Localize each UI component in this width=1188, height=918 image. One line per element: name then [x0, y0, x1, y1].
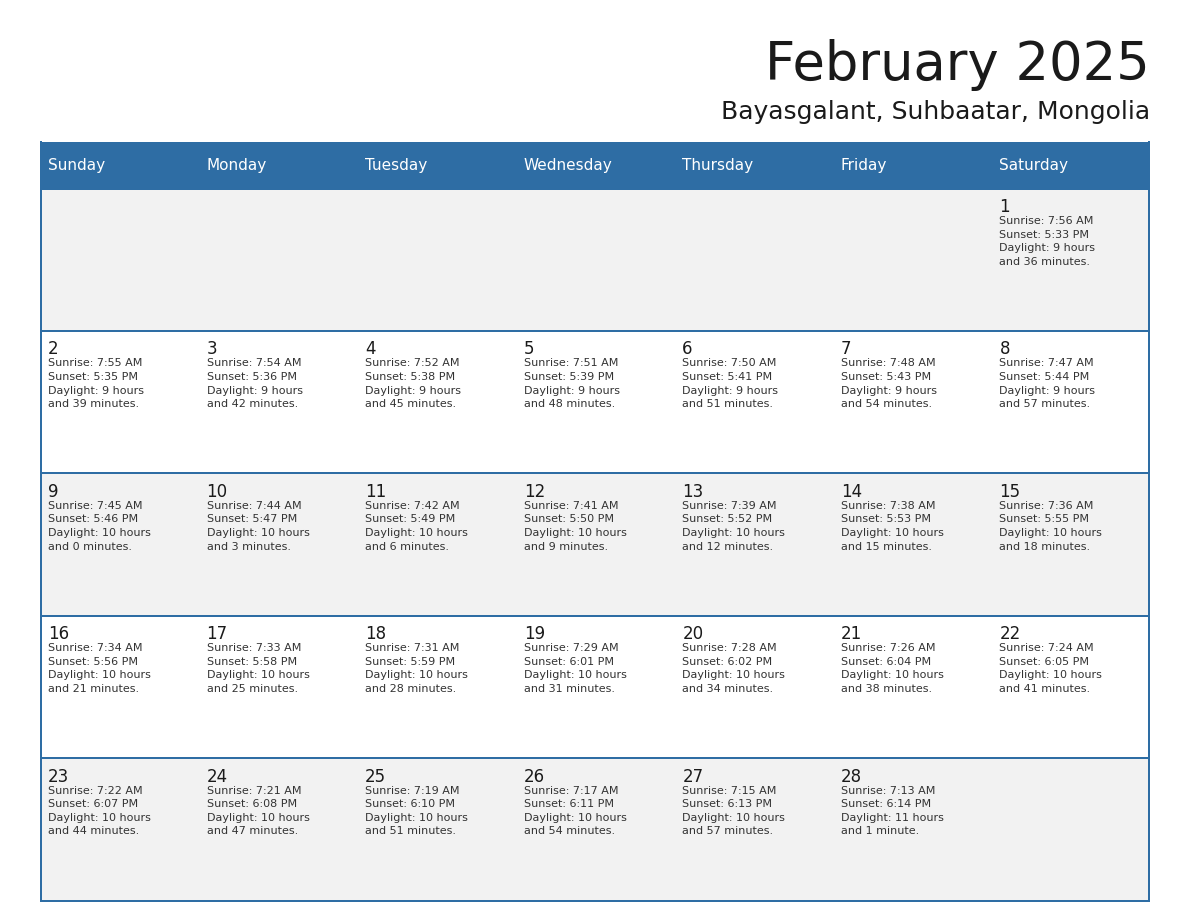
Text: Monday: Monday — [207, 158, 267, 173]
Text: 8: 8 — [999, 341, 1010, 358]
Text: 25: 25 — [365, 767, 386, 786]
Text: 17: 17 — [207, 625, 228, 644]
Text: 4: 4 — [365, 341, 375, 358]
Text: 3: 3 — [207, 341, 217, 358]
Text: 6: 6 — [682, 341, 693, 358]
Text: 16: 16 — [48, 625, 69, 644]
Bar — [40, 188, 1150, 330]
Text: 12: 12 — [524, 483, 545, 501]
Text: 7: 7 — [841, 341, 852, 358]
Text: 5: 5 — [524, 341, 535, 358]
Text: Sunrise: 7:19 AM
Sunset: 6:10 PM
Daylight: 10 hours
and 51 minutes.: Sunrise: 7:19 AM Sunset: 6:10 PM Dayligh… — [365, 786, 468, 836]
Text: Sunrise: 7:45 AM
Sunset: 5:46 PM
Daylight: 10 hours
and 0 minutes.: Sunrise: 7:45 AM Sunset: 5:46 PM Dayligh… — [48, 501, 151, 552]
Text: February 2025: February 2025 — [765, 39, 1150, 91]
Bar — [40, 330, 1150, 332]
Text: 14: 14 — [841, 483, 862, 501]
Text: Wednesday: Wednesday — [524, 158, 613, 173]
Bar — [40, 900, 1150, 901]
Bar — [40, 143, 1150, 188]
Polygon shape — [176, 803, 202, 831]
Text: 11: 11 — [365, 483, 386, 501]
Text: Sunrise: 7:34 AM
Sunset: 5:56 PM
Daylight: 10 hours
and 21 minutes.: Sunrise: 7:34 AM Sunset: 5:56 PM Dayligh… — [48, 644, 151, 694]
Text: Saturday: Saturday — [999, 158, 1068, 173]
Text: Tuesday: Tuesday — [365, 158, 428, 173]
Text: Sunrise: 7:41 AM
Sunset: 5:50 PM
Daylight: 10 hours
and 9 minutes.: Sunrise: 7:41 AM Sunset: 5:50 PM Dayligh… — [524, 501, 626, 552]
Text: Sunrise: 7:38 AM
Sunset: 5:53 PM
Daylight: 10 hours
and 15 minutes.: Sunrise: 7:38 AM Sunset: 5:53 PM Dayligh… — [841, 501, 943, 552]
Text: Sunrise: 7:54 AM
Sunset: 5:36 PM
Daylight: 9 hours
and 42 minutes.: Sunrise: 7:54 AM Sunset: 5:36 PM Dayligh… — [207, 358, 303, 409]
Text: Sunrise: 7:48 AM
Sunset: 5:43 PM
Daylight: 9 hours
and 54 minutes.: Sunrise: 7:48 AM Sunset: 5:43 PM Dayligh… — [841, 358, 937, 409]
Text: Bayasgalant, Suhbaatar, Mongolia: Bayasgalant, Suhbaatar, Mongolia — [721, 100, 1150, 124]
Bar — [1148, 140, 1150, 901]
Text: Sunrise: 7:51 AM
Sunset: 5:39 PM
Daylight: 9 hours
and 48 minutes.: Sunrise: 7:51 AM Sunset: 5:39 PM Dayligh… — [524, 358, 620, 409]
Text: 13: 13 — [682, 483, 703, 501]
Text: 20: 20 — [682, 625, 703, 644]
Text: 2: 2 — [48, 341, 58, 358]
Text: Sunrise: 7:50 AM
Sunset: 5:41 PM
Daylight: 9 hours
and 51 minutes.: Sunrise: 7:50 AM Sunset: 5:41 PM Dayligh… — [682, 358, 778, 409]
Text: Sunrise: 7:55 AM
Sunset: 5:35 PM
Daylight: 9 hours
and 39 minutes.: Sunrise: 7:55 AM Sunset: 5:35 PM Dayligh… — [48, 358, 144, 409]
Text: Sunrise: 7:31 AM
Sunset: 5:59 PM
Daylight: 10 hours
and 28 minutes.: Sunrise: 7:31 AM Sunset: 5:59 PM Dayligh… — [365, 644, 468, 694]
Text: Sunrise: 7:47 AM
Sunset: 5:44 PM
Daylight: 9 hours
and 57 minutes.: Sunrise: 7:47 AM Sunset: 5:44 PM Dayligh… — [999, 358, 1095, 409]
Text: Sunrise: 7:15 AM
Sunset: 6:13 PM
Daylight: 10 hours
and 57 minutes.: Sunrise: 7:15 AM Sunset: 6:13 PM Dayligh… — [682, 786, 785, 836]
Text: 26: 26 — [524, 767, 545, 786]
Text: 15: 15 — [999, 483, 1020, 501]
Bar — [40, 615, 1150, 757]
Text: Sunrise: 7:17 AM
Sunset: 6:11 PM
Daylight: 10 hours
and 54 minutes.: Sunrise: 7:17 AM Sunset: 6:11 PM Dayligh… — [524, 786, 626, 836]
Text: 18: 18 — [365, 625, 386, 644]
Text: Sunrise: 7:13 AM
Sunset: 6:14 PM
Daylight: 11 hours
and 1 minute.: Sunrise: 7:13 AM Sunset: 6:14 PM Dayligh… — [841, 786, 943, 836]
Text: 1: 1 — [999, 198, 1010, 216]
Bar — [40, 757, 1150, 900]
Text: Sunday: Sunday — [48, 158, 105, 173]
Bar — [40, 472, 1150, 475]
Text: Sunrise: 7:42 AM
Sunset: 5:49 PM
Daylight: 10 hours
and 6 minutes.: Sunrise: 7:42 AM Sunset: 5:49 PM Dayligh… — [365, 501, 468, 552]
Text: Sunrise: 7:24 AM
Sunset: 6:05 PM
Daylight: 10 hours
and 41 minutes.: Sunrise: 7:24 AM Sunset: 6:05 PM Dayligh… — [999, 644, 1102, 694]
Text: Sunrise: 7:28 AM
Sunset: 6:02 PM
Daylight: 10 hours
and 34 minutes.: Sunrise: 7:28 AM Sunset: 6:02 PM Dayligh… — [682, 644, 785, 694]
Text: Sunrise: 7:22 AM
Sunset: 6:07 PM
Daylight: 10 hours
and 44 minutes.: Sunrise: 7:22 AM Sunset: 6:07 PM Dayligh… — [48, 786, 151, 836]
Text: Sunrise: 7:21 AM
Sunset: 6:08 PM
Daylight: 10 hours
and 47 minutes.: Sunrise: 7:21 AM Sunset: 6:08 PM Dayligh… — [207, 786, 309, 836]
Text: 9: 9 — [48, 483, 58, 501]
Text: Sunrise: 7:26 AM
Sunset: 6:04 PM
Daylight: 10 hours
and 38 minutes.: Sunrise: 7:26 AM Sunset: 6:04 PM Dayligh… — [841, 644, 943, 694]
Text: 27: 27 — [682, 767, 703, 786]
Text: Sunrise: 7:33 AM
Sunset: 5:58 PM
Daylight: 10 hours
and 25 minutes.: Sunrise: 7:33 AM Sunset: 5:58 PM Dayligh… — [207, 644, 309, 694]
Text: Thursday: Thursday — [682, 158, 753, 173]
Text: Sunrise: 7:44 AM
Sunset: 5:47 PM
Daylight: 10 hours
and 3 minutes.: Sunrise: 7:44 AM Sunset: 5:47 PM Dayligh… — [207, 501, 309, 552]
Text: 19: 19 — [524, 625, 545, 644]
Bar — [40, 473, 1150, 615]
Bar — [40, 757, 1150, 759]
Text: Friday: Friday — [841, 158, 887, 173]
Text: 28: 28 — [841, 767, 862, 786]
Bar — [40, 187, 1150, 189]
Text: Sunrise: 7:36 AM
Sunset: 5:55 PM
Daylight: 10 hours
and 18 minutes.: Sunrise: 7:36 AM Sunset: 5:55 PM Dayligh… — [999, 501, 1102, 552]
Text: General: General — [65, 805, 170, 831]
Bar — [40, 140, 42, 901]
Text: 21: 21 — [841, 625, 862, 644]
Bar — [40, 330, 1150, 473]
Text: 22: 22 — [999, 625, 1020, 644]
Text: 10: 10 — [207, 483, 228, 501]
Bar — [40, 142, 1150, 146]
Text: Sunrise: 7:52 AM
Sunset: 5:38 PM
Daylight: 9 hours
and 45 minutes.: Sunrise: 7:52 AM Sunset: 5:38 PM Dayligh… — [365, 358, 461, 409]
Text: Sunrise: 7:56 AM
Sunset: 5:33 PM
Daylight: 9 hours
and 36 minutes.: Sunrise: 7:56 AM Sunset: 5:33 PM Dayligh… — [999, 216, 1095, 267]
Text: Sunrise: 7:39 AM
Sunset: 5:52 PM
Daylight: 10 hours
and 12 minutes.: Sunrise: 7:39 AM Sunset: 5:52 PM Dayligh… — [682, 501, 785, 552]
Bar — [40, 615, 1150, 617]
Text: Sunrise: 7:29 AM
Sunset: 6:01 PM
Daylight: 10 hours
and 31 minutes.: Sunrise: 7:29 AM Sunset: 6:01 PM Dayligh… — [524, 644, 626, 694]
Text: 23: 23 — [48, 767, 69, 786]
Text: 24: 24 — [207, 767, 228, 786]
Text: Blue: Blue — [107, 833, 165, 859]
